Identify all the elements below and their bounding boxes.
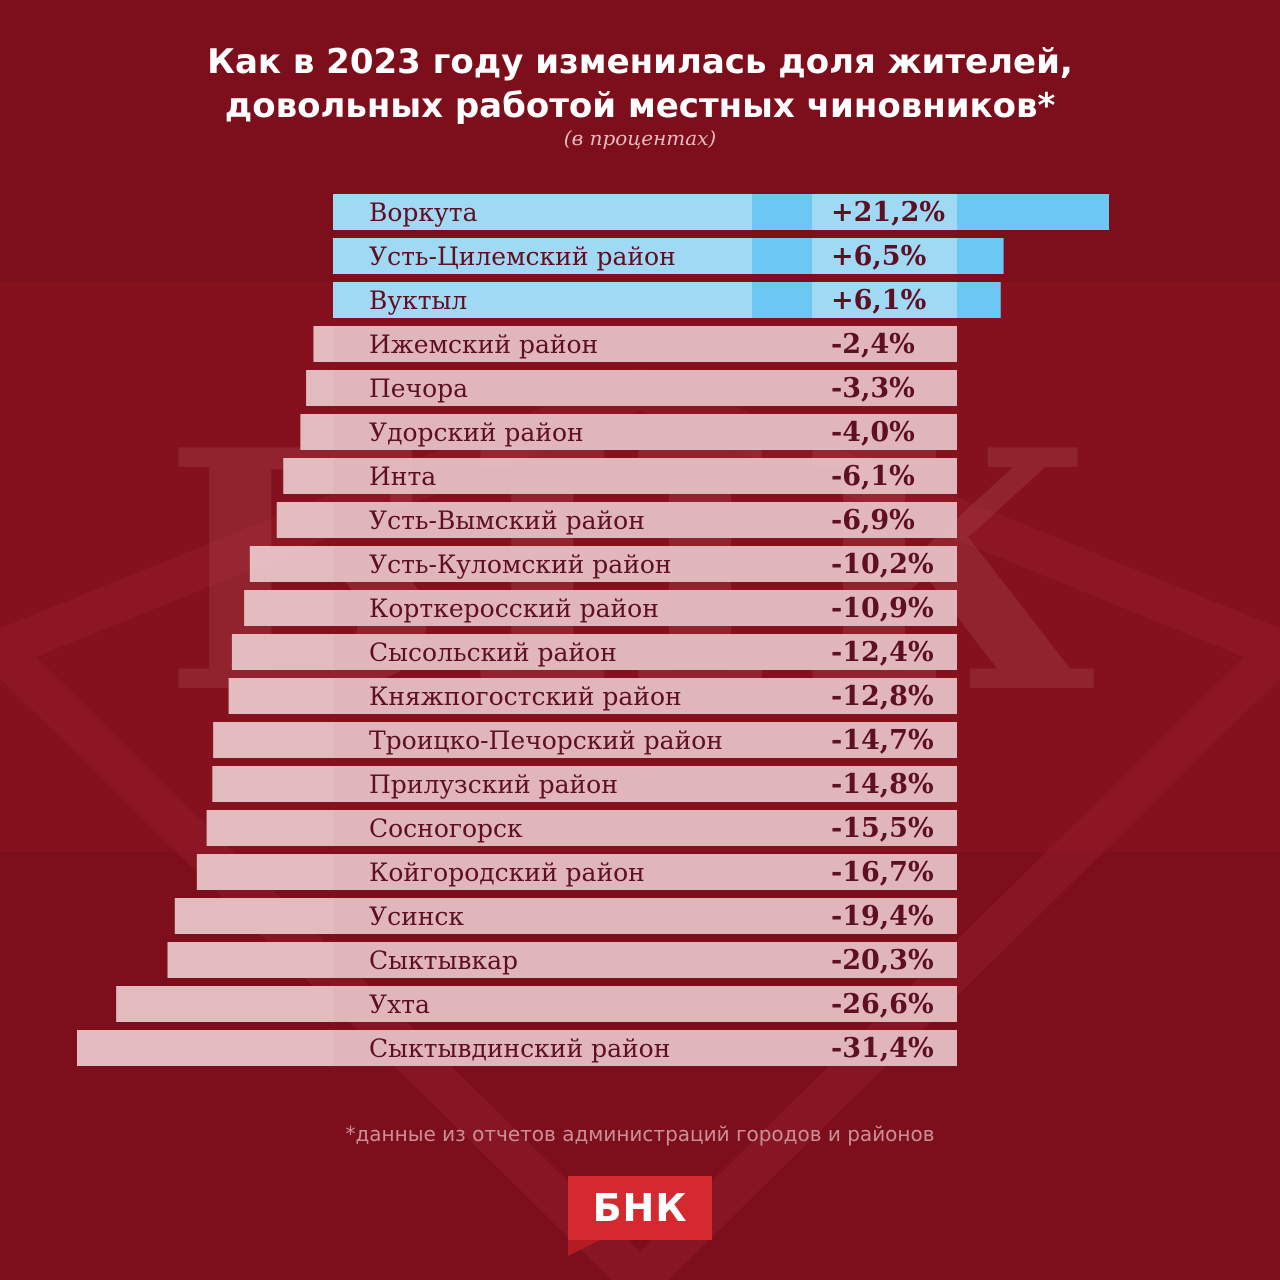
bar-11 (228, 678, 957, 714)
bar-3 (313, 326, 958, 362)
bar-label-band-2 (333, 282, 752, 318)
value-label-9: -10,9% (831, 593, 934, 624)
category-label-16: Усинск (369, 902, 464, 931)
bar-tail-14 (206, 810, 333, 846)
bnk-logo: БНК (568, 1176, 712, 1240)
bar-tail-18 (116, 986, 333, 1022)
bar-tail-4 (306, 370, 333, 406)
bar-tail-3 (313, 326, 333, 362)
bar-label-band-1 (333, 238, 752, 274)
bar-tail-12 (213, 722, 333, 758)
value-label-6: -6,1% (831, 461, 915, 492)
category-label-12: Троицко-Печорский район (369, 726, 723, 755)
category-label-6: Инта (369, 462, 436, 491)
bar-tail-9 (244, 590, 333, 626)
footnote: *данные из отчетов администраций городов… (345, 1122, 935, 1146)
chart-subtitle: (в процентах) (563, 126, 717, 150)
bar-tail-10 (231, 634, 333, 670)
value-label-18: -26,6% (831, 989, 934, 1020)
bar-6 (283, 458, 957, 494)
bar-value-band-2 (812, 282, 957, 318)
value-label-12: -14,7% (831, 725, 934, 756)
value-label-19: -31,4% (831, 1033, 934, 1064)
value-label-11: -12,8% (831, 681, 934, 712)
value-label-0: +21,2% (831, 197, 945, 228)
category-label-5: Удорский район (369, 418, 584, 447)
value-label-13: -14,8% (831, 769, 934, 800)
bar-tail-17 (167, 942, 333, 978)
value-label-3: -2,4% (831, 329, 915, 360)
category-label-2: Вуктыл (369, 286, 467, 315)
value-label-16: -19,4% (831, 901, 934, 932)
category-label-0: Воркута (369, 198, 478, 227)
category-label-18: Ухта (369, 990, 430, 1019)
category-label-13: Прилузский район (369, 770, 618, 799)
category-label-9: Корткеросский район (369, 594, 659, 623)
chart-title-line-2: довольных работой местных чиновников* (224, 86, 1056, 126)
bar-16 (174, 898, 957, 934)
category-label-4: Печора (369, 374, 468, 403)
chart-title-line-1: Как в 2023 году изменилась доля жителей, (207, 42, 1073, 82)
bar-tail-13 (212, 766, 333, 802)
bar-19 (77, 1030, 957, 1066)
value-label-2: +6,1% (831, 285, 926, 316)
category-label-3: Ижемский район (369, 330, 598, 359)
bar-14 (206, 810, 958, 846)
value-label-14: -15,5% (831, 813, 934, 844)
category-label-17: Сыктывкар (369, 946, 518, 975)
value-label-7: -6,9% (831, 505, 915, 536)
value-label-5: -4,0% (831, 417, 915, 448)
category-label-8: Усть-Куломский район (369, 550, 672, 579)
value-label-17: -20,3% (831, 945, 934, 976)
bar-tail-6 (283, 458, 333, 494)
bar-4 (306, 370, 957, 406)
value-label-15: -16,7% (831, 857, 934, 888)
category-label-10: Сысольский район (369, 638, 617, 667)
category-label-15: Койгородский район (369, 858, 645, 887)
bar-tail-15 (196, 854, 333, 890)
bar-8 (249, 546, 957, 582)
bar-tail-7 (276, 502, 333, 538)
bar-9 (244, 590, 957, 626)
category-label-1: Усть-Цилемский район (369, 242, 676, 271)
value-label-8: -10,2% (831, 549, 934, 580)
bar-tail-11 (228, 678, 333, 714)
bar-tail-19 (77, 1030, 333, 1066)
bar-10 (231, 634, 957, 670)
bar-5 (300, 414, 957, 450)
bar-tail-5 (300, 414, 333, 450)
category-label-7: Усть-Вымский район (369, 506, 645, 535)
bar-tail-16 (174, 898, 333, 934)
bar-15 (196, 854, 957, 890)
chart-title: Как в 2023 году изменилась доля жителей,… (0, 40, 1280, 128)
value-label-4: -3,3% (831, 373, 915, 404)
bar-value-band-1 (812, 238, 957, 274)
bar-18 (116, 986, 957, 1022)
category-label-11: Княжпогостский район (369, 682, 682, 711)
bar-value-band-0 (812, 194, 957, 230)
category-label-19: Сыктывдинский район (369, 1034, 670, 1063)
bar-label-band-0 (333, 194, 752, 230)
bnk-logo-tail (568, 1240, 600, 1256)
bar-tail-8 (249, 546, 333, 582)
bar-12 (213, 722, 958, 758)
category-label-14: Сосногорск (369, 814, 523, 843)
value-label-10: -12,4% (831, 637, 934, 668)
bar-7 (276, 502, 957, 538)
bar-13 (212, 766, 957, 802)
bar-17 (167, 942, 957, 978)
value-label-1: +6,5% (831, 241, 926, 272)
